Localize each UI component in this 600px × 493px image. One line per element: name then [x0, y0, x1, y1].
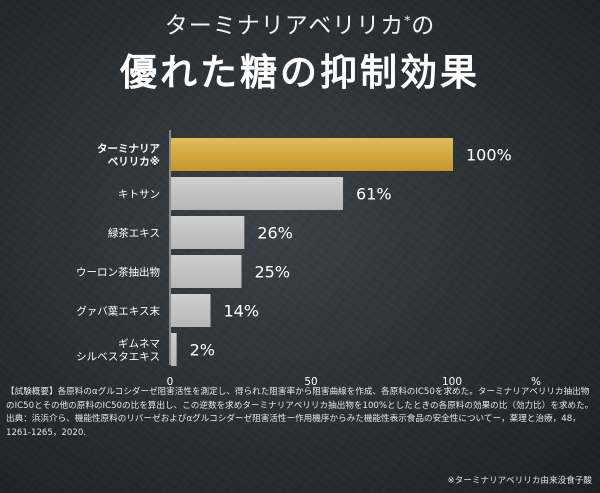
- chart-title-main: 優れた糖の抑制効果: [120, 50, 480, 94]
- bar-5: [171, 333, 177, 366]
- source-note: 出典：浜浜介ら、機能性原料のリバーゼおよびαグルコシダーゼ阻害活性ー作用機序から…: [6, 414, 581, 438]
- value-label-2: 26%: [257, 224, 293, 243]
- value-label-3: 25%: [255, 263, 291, 282]
- value-label-0: 100%: [466, 146, 512, 165]
- category-label-2: 緑茶エキス: [108, 227, 160, 240]
- category-label-0: ターミナリアベリリカ※: [97, 143, 160, 168]
- notes-block: 【試験概要】各原料のαグルコシダーゼ阻害活性を測定し、得られた阻害率から阻害曲線…: [6, 386, 596, 440]
- bar-3: [171, 255, 242, 288]
- footnote: ※ターミナリアベリリカ由来没食子酸: [447, 476, 592, 486]
- bar-chart: 100% ターミナリアベリリカ※ 61% キトサン 26% 緑茶エキス 25% ウーロン茶抽出…: [76, 130, 541, 388]
- category-label-3: ウーロン茶抽出物: [76, 266, 160, 279]
- method-note: 【試験概要】各原料のαグルコシダーゼ阻害活性を測定し、得られた阻害率から阻害曲線…: [6, 387, 594, 411]
- x-tick-label-0: 0: [167, 376, 174, 388]
- value-label-1: 61%: [356, 185, 392, 204]
- x-tick-label-1: 50: [304, 376, 317, 388]
- value-label-4: 14%: [223, 302, 259, 321]
- category-label-5: ギムネマシルベスタエキス: [76, 338, 160, 363]
- category-label-4: グァバ葉エキス末: [76, 305, 160, 318]
- value-label-5: 2%: [190, 341, 215, 360]
- x-tick-label-2: 100: [442, 376, 462, 388]
- bar-2: [171, 216, 245, 249]
- bar-0: [171, 138, 453, 171]
- chart-title-line1: ターミナリアベリリカ*の: [164, 13, 436, 39]
- x-axis-unit: %: [531, 376, 541, 388]
- bar-1: [171, 177, 344, 210]
- category-label-1: キトサン: [118, 189, 160, 201]
- bar-4: [171, 294, 211, 327]
